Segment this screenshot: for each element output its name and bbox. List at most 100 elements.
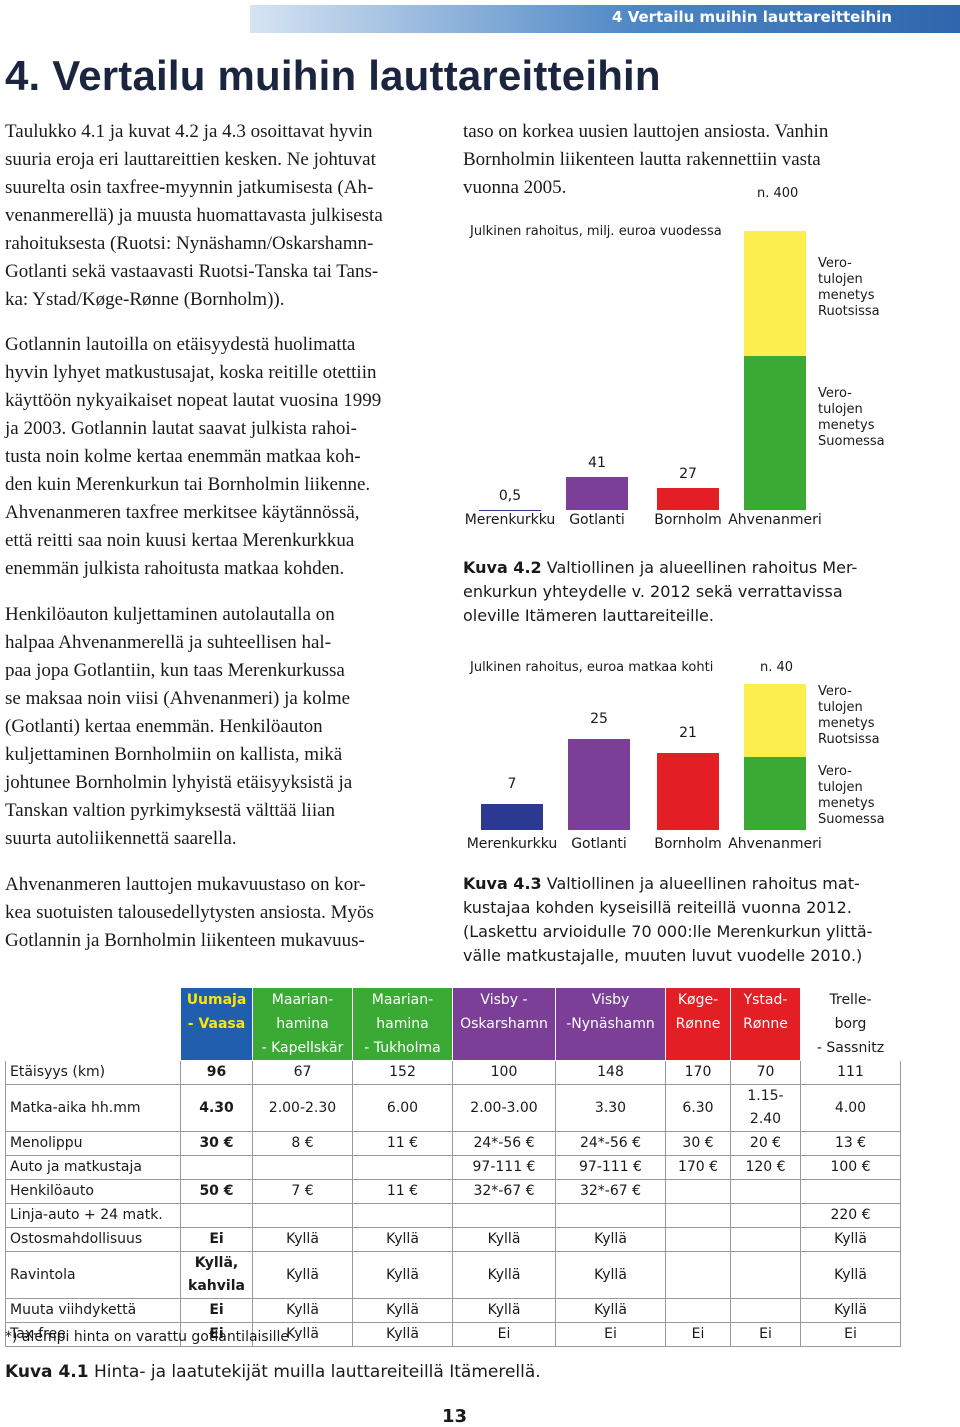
table-cell: 152 — [352, 1060, 453, 1085]
table-cell: 67 — [252, 1060, 353, 1085]
table-cell: Kyllä — [252, 1227, 353, 1252]
table-cell: 170 — [665, 1060, 731, 1085]
table-cell — [452, 1203, 556, 1228]
table-row: Matka-aika hh.mm 4.30 2.00-2.30 6.00 2.00-3.… — [5, 1084, 901, 1132]
table-cell: 2.00-3.00 — [452, 1084, 556, 1132]
table-cell — [730, 1298, 801, 1323]
table-cell: 2.00-2.30 — [252, 1084, 353, 1132]
row-label: Henkilöauto — [5, 1179, 181, 1204]
table-cell: Kyllä — [252, 1298, 353, 1323]
table-cell: 4.30 — [180, 1084, 253, 1132]
page-number: 13 — [442, 1406, 468, 1427]
series-label: Vero- tulojen menetys Suomessa — [818, 764, 885, 827]
caption-label: Kuva 4.1 — [5, 1362, 89, 1382]
table-cell — [730, 1251, 801, 1299]
table-row: Tax-free Ei Kyllä Kyllä Ei Ei Ei Ei Ei — [5, 1322, 901, 1347]
table-cell — [730, 1179, 801, 1204]
table-cell: Kyllä — [352, 1251, 453, 1299]
table-cell: Ei — [665, 1322, 731, 1347]
caption-text: Valtiollinen ja alueellinen rahoitus Mer… — [463, 558, 858, 625]
table-cell: Ei — [180, 1227, 253, 1252]
table-cell: 32*-67 € — [555, 1179, 666, 1204]
table-cell: 120 € — [730, 1155, 801, 1180]
column-header: Køge- Rønne — [665, 987, 731, 1061]
table-corner — [5, 987, 181, 1061]
paragraph: Gotlannin lautoilla on etäisyydestä huol… — [5, 334, 382, 579]
table-cell: Kyllä — [352, 1298, 453, 1323]
table-wrap: Uumaja - Vaasa Maarian- hamina - Kapellsk… — [5, 987, 901, 1347]
table-cell: Ei — [555, 1322, 666, 1347]
table-cell — [665, 1251, 731, 1299]
figure-caption: Kuva 4.3 Valtiollinen ja alueellinen rah… — [463, 872, 872, 968]
value-label: 27 — [679, 466, 697, 483]
table-row: Muuta viihdykettä Ei Kyllä Kyllä Kyllä Kyllä K… — [5, 1298, 901, 1323]
table-cell — [180, 1203, 253, 1228]
table-cell: Kyllä — [252, 1322, 353, 1347]
bar — [481, 804, 543, 830]
row-label: Auto ja matkustaja — [5, 1155, 181, 1180]
column-header: Ystad- Rønne — [730, 987, 801, 1061]
table-cell — [665, 1298, 731, 1323]
table-cell: 20 € — [730, 1131, 801, 1156]
data-table: Uumaja - Vaasa Maarian- hamina - Kapellsk… — [5, 987, 901, 1347]
table-row: Henkilöauto 50 €7 €11 €32*-67 €32*-67 € — [5, 1179, 901, 1204]
row-label: Ostosmahdollisuus — [5, 1227, 181, 1252]
table-cell: 1.15-2.40 — [730, 1084, 801, 1132]
table-row: Etäisyys (km) 96 67 152 100 148 170 70 111 — [5, 1060, 901, 1085]
table-cell — [665, 1203, 731, 1228]
table-cell: 11 € — [352, 1131, 453, 1156]
category-label: Gotlanti — [569, 512, 625, 528]
table-cell: Kyllä, kahvila — [180, 1251, 253, 1299]
row-label: Linja-auto + 24 matk. — [5, 1203, 181, 1228]
table-row: Linja-auto + 24 matk. 220 € — [5, 1203, 901, 1228]
table-cell: 50 € — [180, 1179, 253, 1204]
table-cell: Kyllä — [800, 1251, 901, 1299]
table-cell: 97-111 € — [452, 1155, 556, 1180]
category-label: Ahvenanmeri — [728, 512, 822, 528]
header-banner — [250, 5, 960, 33]
table-cell: 70 — [730, 1060, 801, 1085]
category-label: Merenkurkku — [464, 512, 556, 528]
table-cell — [252, 1203, 353, 1228]
table-row: Auto ja matkustaja 97-111 €97-111 €170 €1… — [5, 1155, 901, 1180]
table-header-row: Uumaja - Vaasa Maarian- hamina - Kapellsk… — [5, 987, 901, 1061]
paragraph: taso on korkea uusien lauttojen ansiosta… — [463, 121, 829, 198]
table-cell: 148 — [555, 1060, 666, 1085]
chart-annotation: n. 40 — [760, 660, 794, 675]
table-cell — [352, 1155, 453, 1180]
value-label: 41 — [588, 454, 606, 471]
bar — [657, 488, 719, 510]
page-title: 4. Vertailu muihin lauttareitteihin — [5, 52, 661, 99]
table-cell: 111 — [800, 1060, 901, 1085]
caption-text: Hinta- ja laatutekijät muilla lauttareit… — [88, 1362, 541, 1382]
table-cell: Kyllä — [452, 1227, 556, 1252]
table-cell — [800, 1179, 901, 1204]
table-cell: 6.00 — [352, 1084, 453, 1132]
table-cell — [352, 1203, 453, 1228]
stacked-bar — [744, 684, 806, 757]
column-header: Visby -Nynäshamn — [555, 987, 666, 1061]
stacked-bar — [744, 757, 806, 830]
category-label: Bornholm — [654, 836, 722, 852]
table-cell: 24*-56 € — [452, 1131, 556, 1156]
category-label: Gotlanti — [571, 836, 627, 852]
table-cell: Ei — [730, 1322, 801, 1347]
column-header: Uumaja - Vaasa — [180, 987, 253, 1061]
category-label: Ahvenanmeri — [728, 836, 822, 852]
category-label: Merenkurkku — [466, 836, 558, 852]
table-cell: 11 € — [352, 1179, 453, 1204]
table-cell — [555, 1203, 666, 1228]
column-header: Maarian- hamina - Tukholma — [352, 987, 453, 1061]
paragraph: Ahvenanmeren lauttojen mukavuustaso on k… — [5, 874, 374, 951]
table-cell: 32*-67 € — [452, 1179, 556, 1204]
table-cell — [180, 1155, 253, 1180]
table-cell: 170 € — [665, 1155, 731, 1180]
table-cell: Kyllä — [800, 1227, 901, 1252]
value-label: 0,5 — [498, 487, 522, 504]
table-cell — [665, 1179, 731, 1204]
table-cell: 24*-56 € — [555, 1131, 666, 1156]
table-row: Ravintola Kyllä, kahvila Kyllä Kyllä Kyllä Ky… — [5, 1251, 901, 1299]
value-label: 25 — [590, 710, 608, 727]
paragraph: Taulukko 4.1 ja kuvat 4.2 ja 4.3 osoitta… — [5, 121, 383, 310]
bar — [568, 738, 630, 830]
